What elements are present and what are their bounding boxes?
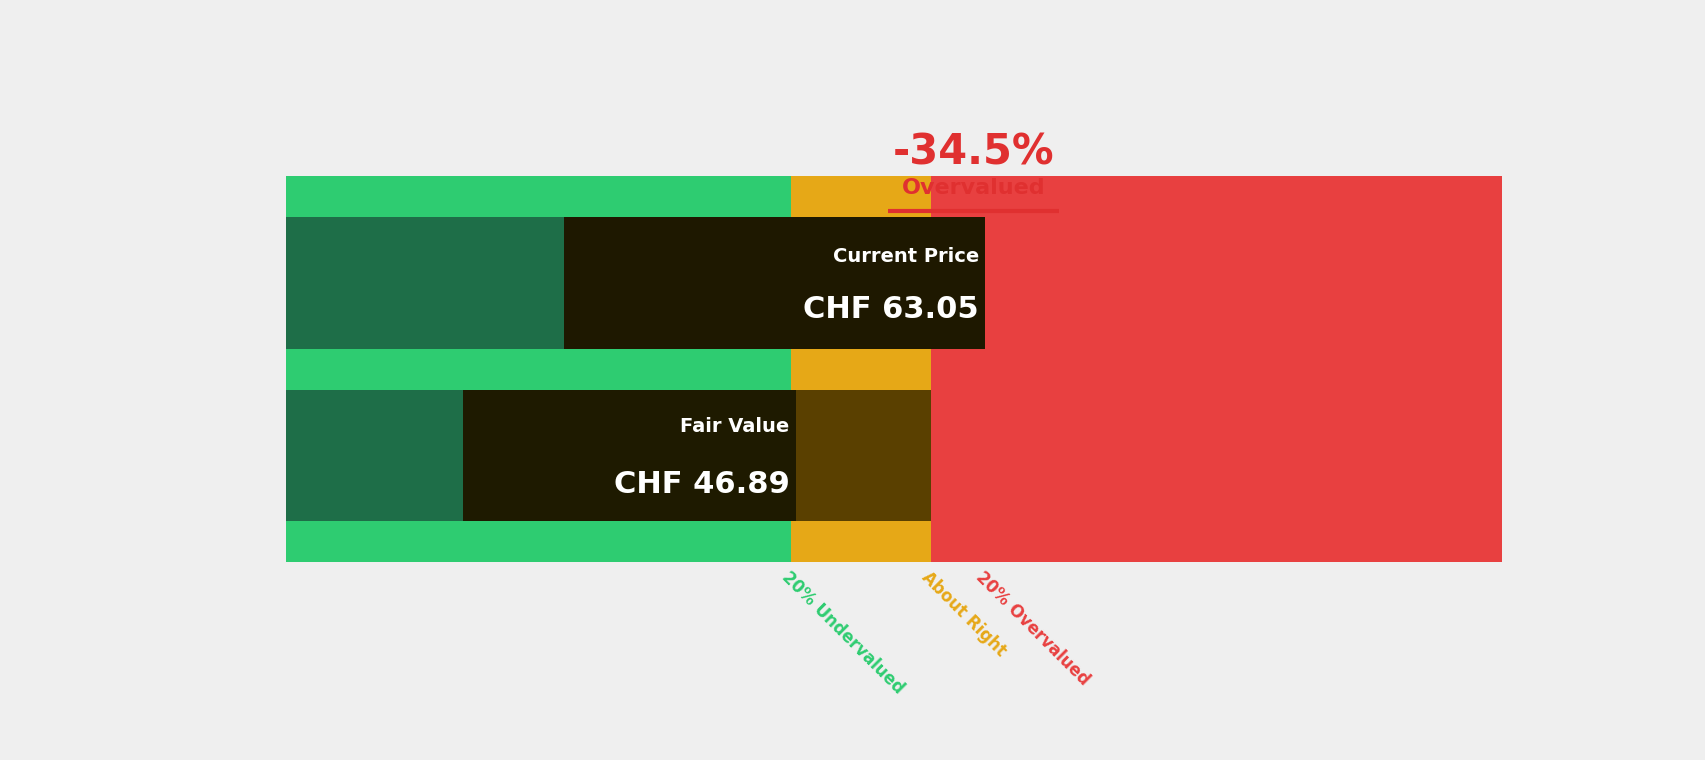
Text: CHF 46.89: CHF 46.89 [614, 470, 789, 499]
Bar [931, 390, 1502, 521]
Text: Fair Value: Fair Value [680, 417, 789, 436]
Bar [791, 176, 931, 217]
Bar [462, 390, 796, 521]
Bar [286, 390, 791, 521]
Bar [286, 217, 791, 349]
Bar [791, 349, 931, 390]
Text: Overvalued: Overvalued [902, 178, 1045, 198]
Text: 20% Undervalued: 20% Undervalued [777, 568, 907, 698]
Bar [931, 176, 1502, 217]
Bar [791, 521, 931, 562]
Text: About Right: About Right [917, 568, 1009, 660]
Bar [791, 217, 931, 349]
Text: Current Price: Current Price [832, 247, 979, 266]
Bar [931, 349, 1502, 390]
Text: -34.5%: -34.5% [892, 131, 1054, 173]
Bar [791, 390, 931, 521]
Bar [286, 349, 791, 390]
Bar [286, 176, 791, 217]
Bar [931, 217, 1502, 349]
Bar [563, 217, 985, 349]
Bar [286, 521, 791, 562]
Text: 20% Overvalued: 20% Overvalued [972, 568, 1093, 689]
Bar [931, 521, 1502, 562]
Text: CHF 63.05: CHF 63.05 [803, 295, 979, 324]
